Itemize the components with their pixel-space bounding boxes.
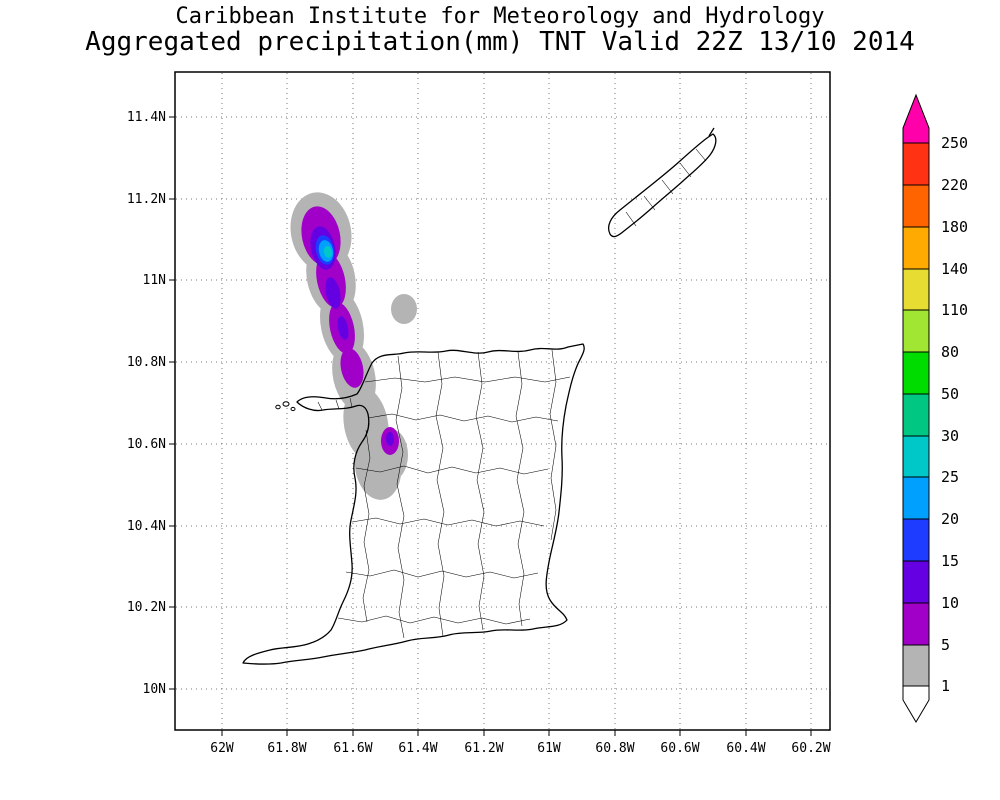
plot-main-title: Aggregated precipitation(mm) TNT Valid 2…: [85, 27, 915, 57]
colorbar-label: 220: [941, 176, 968, 194]
colorbar-label: 30: [941, 427, 959, 445]
colorbar-label: 5: [941, 636, 950, 654]
bocas-islet: [290, 406, 296, 412]
plot-institution-title: Caribbean Institute for Meteorology and …: [175, 4, 825, 29]
axis-layer: 11.4N 11.2N 11N 10.8N 10.6N 10.4N 10.2N 10N 62W 6…: [127, 110, 831, 756]
colorbar-label: 25: [941, 468, 959, 486]
colorbar-label: 10: [941, 594, 959, 612]
bocas-islet: [275, 404, 281, 410]
precip-contour-ge-10mm: [337, 316, 349, 340]
colorbar-band: [902, 644, 930, 687]
precip-contour-ge-25mm: [323, 246, 333, 258]
lon-tick-label: 60.4W: [726, 741, 765, 756]
tobago-coastline: [607, 133, 717, 238]
map-frame: [174, 71, 831, 731]
bocas-islet: [282, 401, 290, 407]
lon-tick-label: 61W: [537, 741, 561, 756]
colorbar-label: 15: [941, 552, 959, 570]
colorbar-band: [902, 351, 930, 395]
tobago-north-tip: [708, 127, 715, 137]
colorbar-band: [902, 602, 930, 646]
colorbar-label: 80: [941, 343, 959, 361]
colorbar-band: [902, 268, 930, 311]
colorbar-band: [902, 393, 930, 437]
lat-tick-label: 10.4N: [127, 519, 166, 534]
lon-tick-label: 61.8W: [267, 741, 306, 756]
colorbar-label: 180: [941, 218, 968, 236]
admin-boundary-layer: [317, 148, 707, 639]
lon-tick-label: 60.6W: [660, 741, 699, 756]
precipitation-shading: [290, 192, 417, 500]
colorbar-label: 110: [941, 301, 968, 319]
colorbar-arrow-max: [902, 93, 930, 144]
grid-layer: [176, 73, 829, 729]
precip-contour-ge-10mm: [325, 277, 341, 309]
colorbar-band: [902, 184, 930, 228]
lon-tick-label: 60.2W: [791, 741, 830, 756]
colorbar-label: 50: [941, 385, 959, 403]
lat-tick-label: 10.8N: [127, 355, 166, 370]
colorbar-band: [902, 518, 930, 562]
precip-contour-ge-5mm: [340, 348, 364, 388]
colorbar-label: 140: [941, 260, 968, 278]
lat-tick-label: 10N: [143, 682, 166, 697]
trinidad-coastline: [242, 343, 585, 665]
precip-contour-ge-10mm: [386, 432, 394, 446]
lon-tick-label: 61.4W: [398, 741, 437, 756]
colorbar-band: [902, 476, 930, 520]
colorbar-band: [902, 309, 930, 353]
colorbar-band: [902, 142, 930, 186]
colorbar-band: [902, 435, 930, 478]
lon-tick-label: 61.2W: [464, 741, 503, 756]
lon-tick-label: 61.6W: [333, 741, 372, 756]
colorbar-label: 250: [941, 134, 968, 152]
lat-tick-label: 11.4N: [127, 110, 166, 125]
lat-tick-label: 11.2N: [127, 192, 166, 207]
colorbar-band: [902, 226, 930, 270]
lat-tick-label: 10.6N: [127, 437, 166, 452]
colorbar-band: [902, 560, 930, 604]
lon-tick-label: 62W: [210, 741, 234, 756]
lon-tick-label: 60.8W: [595, 741, 634, 756]
lat-tick-label: 10.2N: [127, 600, 166, 615]
precip-contour-ge-1mm: [391, 294, 417, 324]
lat-tick-label: 11N: [143, 273, 166, 288]
coastline-layer: [242, 127, 717, 665]
colorbar-arrow-min: [902, 685, 930, 723]
colorbar-label: 1: [941, 677, 950, 695]
colorbar-label: 20: [941, 510, 959, 528]
